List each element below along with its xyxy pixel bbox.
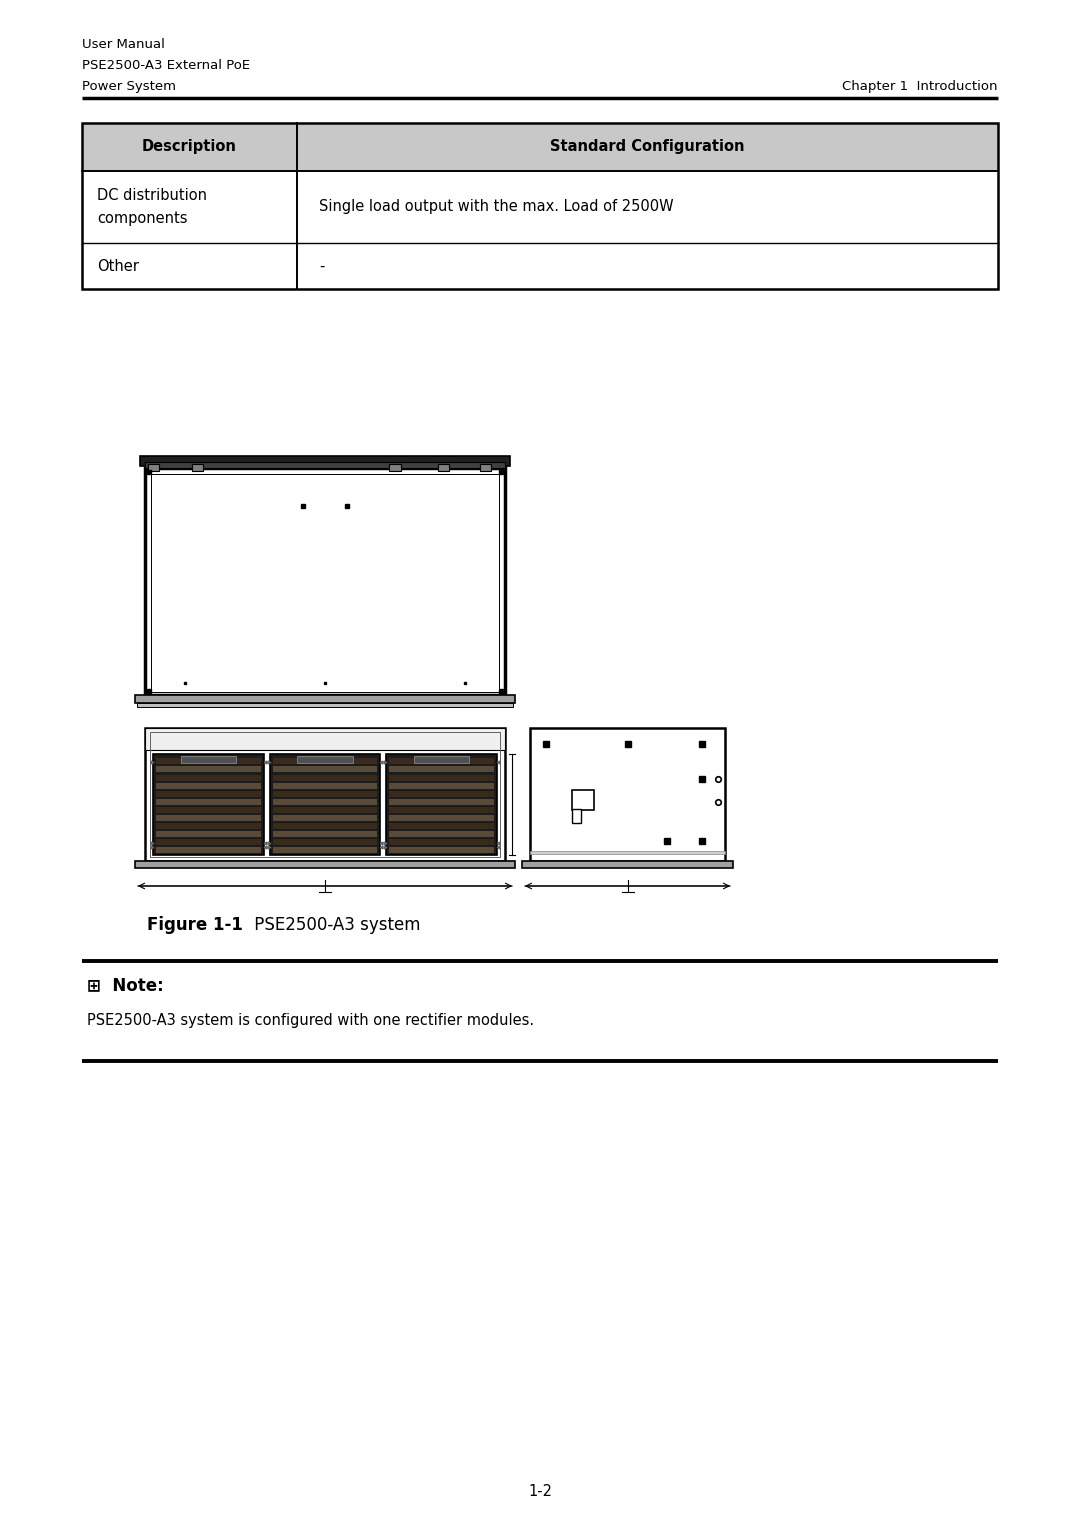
Text: Other: Other (97, 259, 139, 273)
Text: PSE2500-A3 External PoE: PSE2500-A3 External PoE (82, 58, 251, 72)
Text: Standard Configuration: Standard Configuration (550, 140, 745, 155)
Bar (270, 754, 380, 855)
Bar (191, 464, 203, 471)
Text: ⊞  Note:: ⊞ Note: (87, 977, 164, 993)
Bar (151, 474, 499, 691)
Bar (156, 846, 260, 852)
Bar (145, 461, 505, 468)
Bar (389, 831, 494, 837)
Bar (272, 791, 377, 797)
Bar (156, 774, 260, 780)
Bar (145, 468, 505, 694)
Bar (389, 839, 494, 845)
Bar (572, 809, 581, 823)
Bar (530, 728, 725, 862)
Bar (272, 806, 377, 812)
Bar (272, 823, 377, 828)
Bar (522, 862, 733, 868)
Bar (272, 766, 377, 773)
Bar (156, 799, 260, 805)
Bar (414, 756, 470, 763)
Bar (530, 851, 725, 854)
Text: Figure 1-1: Figure 1-1 (147, 917, 243, 934)
Bar (389, 814, 494, 820)
Bar (389, 799, 494, 805)
Bar (480, 464, 490, 471)
Bar (389, 759, 494, 765)
Bar (389, 774, 494, 780)
Bar (145, 728, 505, 862)
Text: Single load output with the max. Load of 2500W: Single load output with the max. Load of… (319, 199, 674, 215)
Bar (135, 694, 515, 704)
Bar (156, 759, 260, 765)
Bar (389, 782, 494, 788)
Bar (437, 464, 448, 471)
Text: -: - (319, 259, 324, 273)
Bar (387, 754, 497, 855)
Bar (156, 823, 260, 828)
Bar (389, 791, 494, 797)
Text: PSE2500-A3 system: PSE2500-A3 system (249, 917, 420, 934)
Bar (572, 791, 594, 811)
Bar (389, 823, 494, 828)
Bar (389, 846, 494, 852)
Bar (390, 464, 401, 471)
Text: Description: Description (143, 140, 237, 155)
Bar (156, 831, 260, 837)
Bar (156, 839, 260, 845)
Bar (82, 123, 998, 290)
Bar (156, 782, 260, 788)
Bar (272, 782, 377, 788)
Text: Power System: Power System (82, 80, 176, 94)
Bar (156, 766, 260, 773)
Bar (140, 455, 510, 466)
Bar (82, 123, 998, 172)
Bar (272, 799, 377, 805)
Text: Chapter 1  Introduction: Chapter 1 Introduction (842, 80, 998, 94)
Bar (148, 464, 159, 471)
Bar (150, 731, 500, 857)
Text: 1-2: 1-2 (528, 1484, 552, 1498)
Bar (389, 766, 494, 773)
Bar (297, 756, 353, 763)
Text: PSE2500-A3 system is configured with one rectifier modules.: PSE2500-A3 system is configured with one… (87, 1013, 535, 1029)
Bar (135, 862, 515, 868)
Bar (180, 756, 237, 763)
Text: DC distribution
components: DC distribution components (97, 189, 207, 225)
Text: User Manual: User Manual (82, 38, 165, 51)
Bar (272, 759, 377, 765)
Bar (272, 774, 377, 780)
Bar (272, 846, 377, 852)
Bar (389, 806, 494, 812)
Bar (272, 831, 377, 837)
Bar (156, 791, 260, 797)
Bar (156, 814, 260, 820)
Bar (145, 728, 505, 750)
Bar (153, 754, 264, 855)
Bar (272, 839, 377, 845)
Bar (156, 806, 260, 812)
Bar (272, 814, 377, 820)
Bar (137, 704, 513, 707)
